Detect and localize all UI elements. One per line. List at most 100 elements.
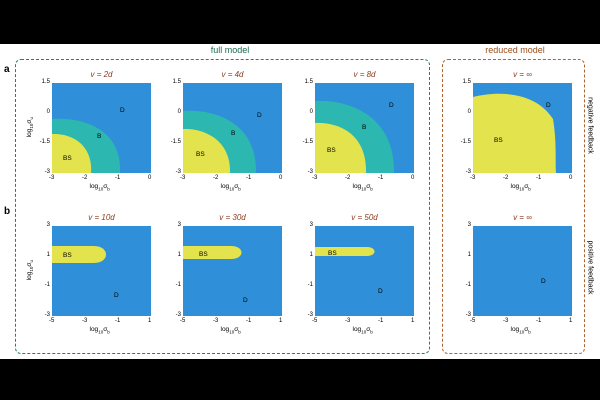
y-tick-label: 1 bbox=[309, 252, 313, 258]
x-tick-label: -1 bbox=[378, 318, 384, 324]
region-label-D: D bbox=[389, 102, 394, 109]
y-tick-label: -1 bbox=[175, 282, 181, 288]
region-label-BS: BS bbox=[199, 251, 208, 258]
region-D bbox=[183, 226, 282, 316]
x-axis-label: log10σb bbox=[89, 183, 110, 192]
x-tick-label: -2 bbox=[213, 175, 219, 181]
region-label-BS: BS bbox=[63, 252, 72, 259]
x-tick-label: -1 bbox=[536, 318, 542, 324]
y-tick-label: 0 bbox=[309, 109, 313, 115]
region-label-BS: BS bbox=[327, 147, 336, 154]
region-label-D: D bbox=[546, 102, 551, 109]
region-label-D: D bbox=[257, 112, 262, 119]
x-tick-label: 0 bbox=[411, 175, 415, 181]
panel-title-6: v = 30d bbox=[219, 213, 246, 222]
phase-plot-5 bbox=[52, 226, 151, 316]
region-BS bbox=[315, 122, 367, 173]
row-label-a: a bbox=[4, 64, 10, 75]
phase-plot-6 bbox=[183, 226, 282, 316]
phase-plot-4 bbox=[473, 83, 572, 173]
x-tick-label: -5 bbox=[180, 318, 186, 324]
region-D bbox=[473, 226, 572, 316]
y-tick-label: 1 bbox=[467, 252, 471, 258]
phase-plot-2 bbox=[183, 83, 282, 173]
x-tick-label: 1 bbox=[148, 318, 152, 324]
panel-title-2: v = 4d bbox=[221, 70, 244, 79]
region-D bbox=[315, 226, 414, 316]
x-tick-label: 1 bbox=[569, 318, 573, 324]
x-tick-label: -5 bbox=[312, 318, 318, 324]
bottom-black-bar bbox=[0, 359, 600, 400]
region-label-B: B bbox=[231, 130, 236, 137]
region-BS bbox=[183, 128, 231, 173]
y-tick-label: 1 bbox=[177, 252, 181, 258]
x-tick-label: -2 bbox=[345, 175, 351, 181]
phase-plot-1 bbox=[52, 83, 151, 173]
panel-title-8: v = ∞ bbox=[513, 213, 532, 222]
panel-title-1: v = 2d bbox=[90, 70, 113, 79]
region-label-BS: BS bbox=[63, 155, 72, 162]
y-tick-label: 3 bbox=[46, 222, 50, 228]
x-tick-label: -5 bbox=[470, 318, 476, 324]
region-label-BS: BS bbox=[328, 250, 337, 257]
full-model-frame bbox=[15, 59, 430, 354]
y-tick-label: 1.5 bbox=[304, 79, 313, 85]
x-tick-label: -1 bbox=[246, 318, 252, 324]
region-BS bbox=[183, 246, 242, 259]
region-label-D: D bbox=[114, 292, 119, 299]
region-BS bbox=[473, 93, 556, 173]
y-tick-label: -3 bbox=[307, 169, 313, 175]
y-tick-label: 3 bbox=[467, 222, 471, 228]
x-axis-label: log10σb bbox=[220, 183, 241, 192]
x-tick-label: -1 bbox=[378, 175, 384, 181]
x-axis-label: log10σb bbox=[510, 326, 531, 335]
x-tick-label: 0 bbox=[279, 175, 283, 181]
x-tick-label: -1 bbox=[115, 318, 121, 324]
y-tick-label: -3 bbox=[175, 312, 181, 318]
side-label-positive-feedback: positive feedback bbox=[586, 240, 594, 295]
y-tick-label: 1.5 bbox=[41, 79, 50, 85]
y-axis-label: log10σu bbox=[25, 117, 35, 138]
panel-title-4: v = ∞ bbox=[513, 70, 532, 79]
y-tick-label: 0 bbox=[46, 109, 50, 115]
y-tick-label: 0 bbox=[467, 109, 471, 115]
y-tick-label: -3 bbox=[44, 169, 50, 175]
region-label-B: B bbox=[97, 133, 102, 140]
y-tick-label: 1 bbox=[46, 252, 50, 258]
y-tick-label: 1.5 bbox=[172, 79, 181, 85]
x-tick-label: -2 bbox=[82, 175, 88, 181]
panel-title-3: v = 8d bbox=[353, 70, 376, 79]
region-label-D: D bbox=[541, 278, 546, 285]
y-tick-label: -3 bbox=[175, 169, 181, 175]
y-tick-label: -1 bbox=[465, 282, 471, 288]
phase-plot-7 bbox=[315, 226, 414, 316]
region-D bbox=[52, 226, 151, 316]
x-tick-label: -5 bbox=[49, 318, 55, 324]
full-model-header: full model bbox=[210, 45, 250, 55]
x-tick-label: -3 bbox=[82, 318, 88, 324]
x-tick-label: -3 bbox=[312, 175, 318, 181]
region-label-BS: BS bbox=[196, 151, 205, 158]
x-tick-label: -3 bbox=[213, 318, 219, 324]
x-tick-label: -2 bbox=[503, 175, 509, 181]
y-tick-label: -3 bbox=[44, 312, 50, 318]
x-tick-label: -3 bbox=[470, 175, 476, 181]
y-axis-label: log10σu bbox=[25, 260, 35, 281]
x-tick-label: -1 bbox=[246, 175, 252, 181]
region-label-D: D bbox=[243, 297, 248, 304]
reduced-model-header: reduced model bbox=[485, 45, 545, 55]
y-tick-label: -1.5 bbox=[302, 139, 313, 145]
x-tick-label: 0 bbox=[569, 175, 573, 181]
reduced-model-frame bbox=[442, 59, 585, 354]
y-tick-label: -1 bbox=[44, 282, 50, 288]
y-tick-label: -1 bbox=[307, 282, 313, 288]
x-axis-label: log10σb bbox=[220, 326, 241, 335]
x-tick-label: -3 bbox=[345, 318, 351, 324]
x-axis-label: log10σb bbox=[352, 183, 373, 192]
y-tick-label: -1.5 bbox=[460, 139, 471, 145]
x-tick-label: 1 bbox=[279, 318, 283, 324]
region-BS bbox=[52, 133, 92, 173]
panel-title-5: v = 10d bbox=[88, 213, 115, 222]
phase-plot-8 bbox=[473, 226, 572, 316]
region-label-D: D bbox=[378, 288, 383, 295]
